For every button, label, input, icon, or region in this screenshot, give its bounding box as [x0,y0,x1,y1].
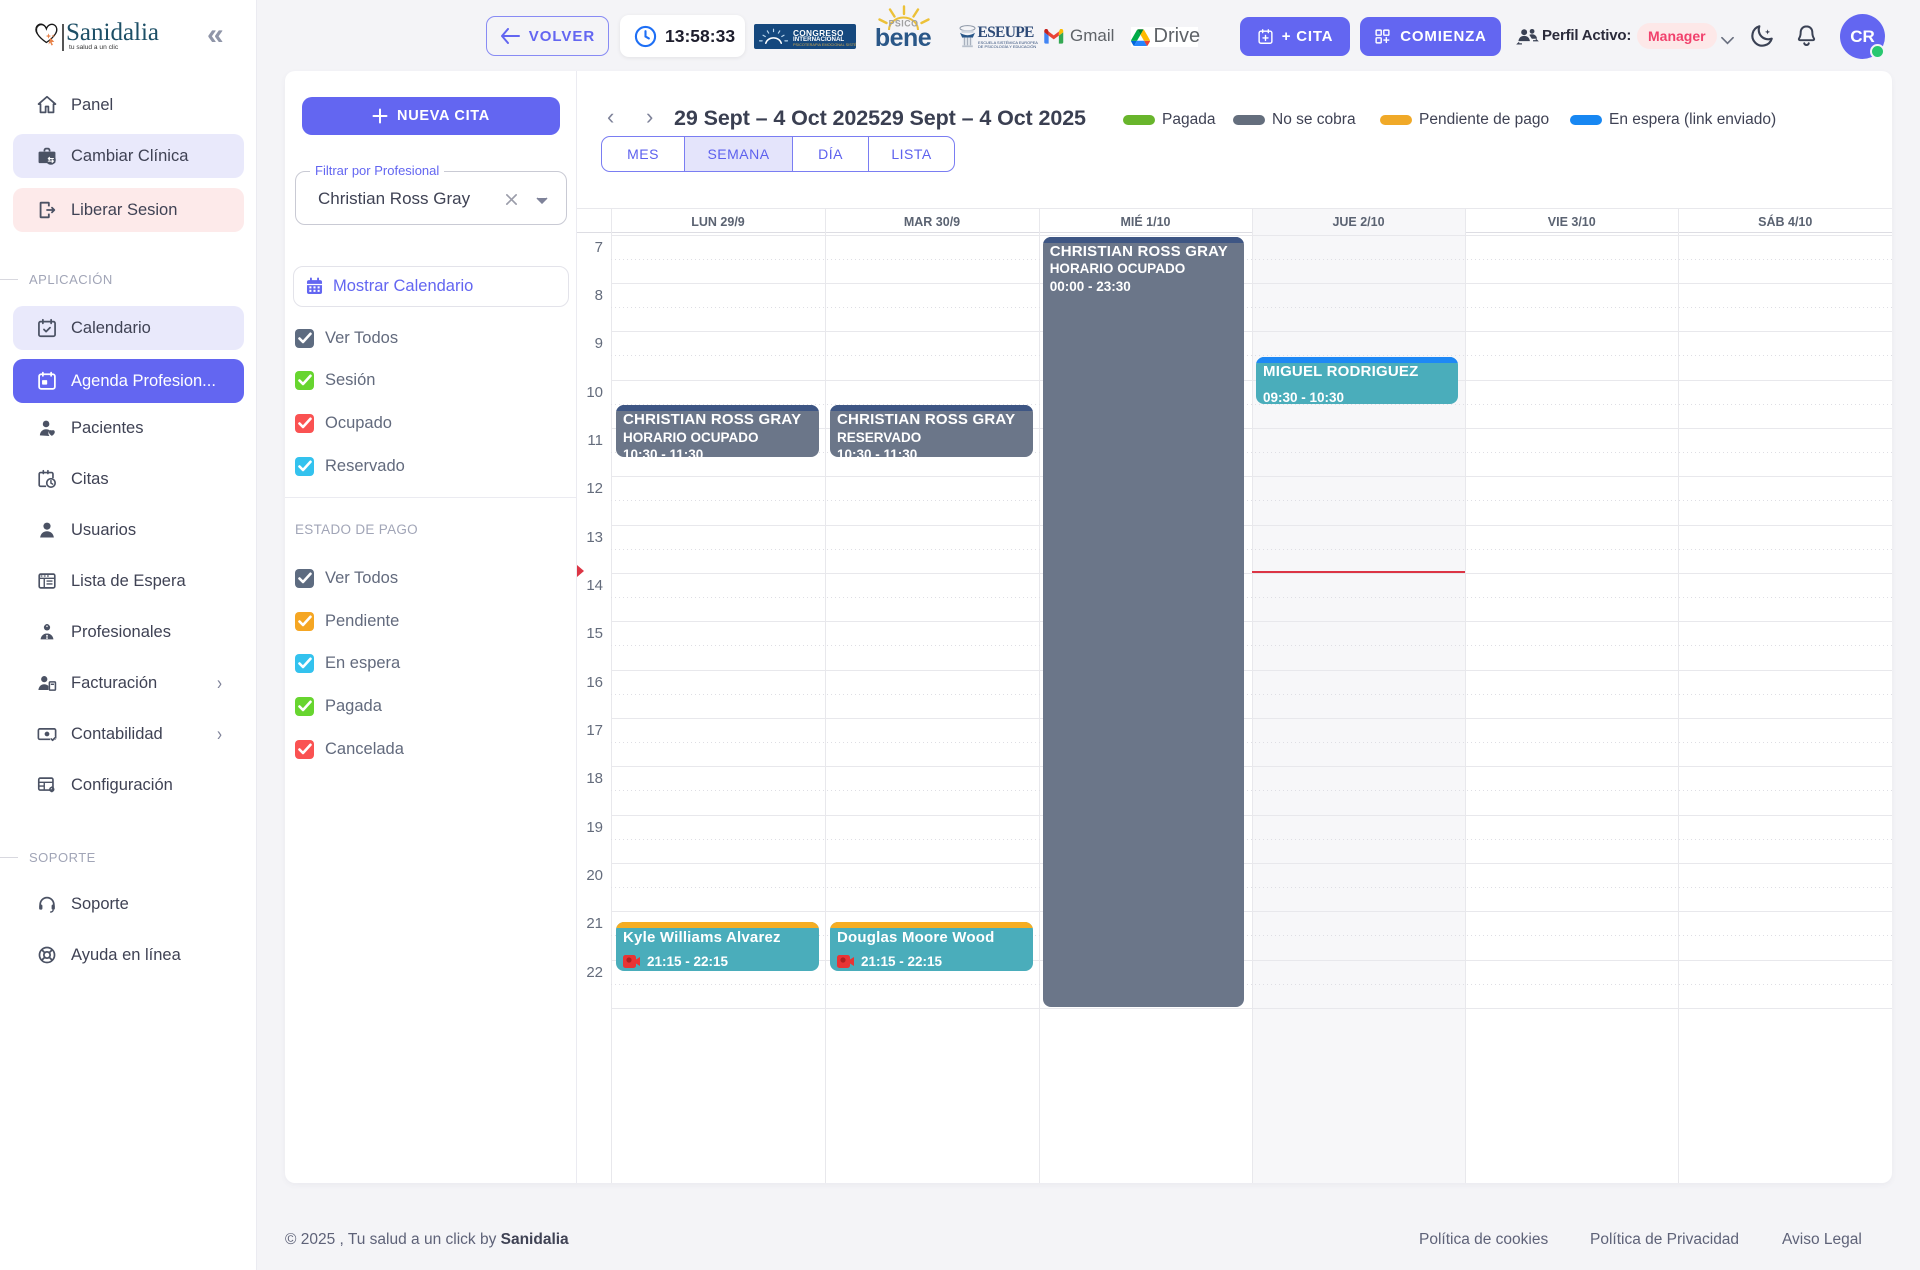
svg-text:bene: bene [875,24,932,52]
svg-text:PSICO: PSICO [889,19,919,29]
